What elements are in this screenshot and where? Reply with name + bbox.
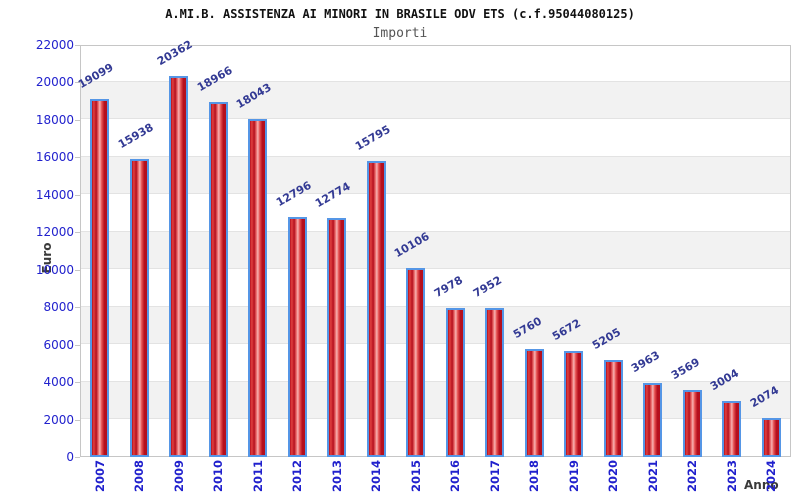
x-tick-label: 2021 (645, 459, 660, 492)
y-tick-label: 14000 (35, 187, 74, 202)
y-tick-label: 0 (66, 450, 74, 464)
x-tick-label: 2019 (566, 459, 581, 492)
gridline (81, 305, 790, 307)
y-tick-mark (75, 419, 80, 421)
plot-band (81, 156, 790, 194)
y-tick-label: 20000 (35, 75, 74, 90)
x-tick-label: 2020 (606, 459, 621, 492)
plot-band (81, 381, 790, 419)
bar (406, 268, 425, 457)
bar (169, 76, 188, 457)
y-tick-mark (75, 269, 80, 271)
plot-band (81, 81, 790, 119)
bar (288, 217, 307, 457)
y-tick-label: 8000 (43, 300, 74, 315)
x-tick-label: 2012 (290, 459, 305, 492)
gridline (81, 380, 790, 382)
bar (90, 99, 109, 457)
gridline (81, 193, 790, 195)
y-tick-mark (75, 232, 80, 234)
bar (604, 360, 623, 457)
y-tick-label: 6000 (43, 337, 74, 352)
x-tick-label: 2010 (211, 459, 226, 492)
gridline (81, 268, 790, 270)
bar (485, 308, 504, 457)
y-tick-label: 10000 (35, 262, 74, 277)
plot-area (80, 45, 791, 457)
bar (722, 401, 741, 457)
gridline (81, 155, 790, 157)
x-tick-label: 2024 (764, 459, 779, 492)
bar (643, 383, 662, 457)
bar (762, 418, 781, 457)
gridline (81, 230, 790, 232)
y-tick-mark (75, 194, 80, 196)
bar (327, 218, 346, 457)
bar (446, 308, 465, 457)
gridline (81, 418, 790, 420)
x-tick-label: 2022 (685, 459, 700, 492)
y-tick-mark (75, 119, 80, 121)
x-tick-label: 2014 (369, 459, 384, 492)
y-tick-mark (75, 82, 80, 84)
y-tick-mark (75, 344, 80, 346)
y-tick-mark (75, 382, 80, 384)
bar (209, 102, 228, 457)
bar (130, 159, 149, 457)
y-tick-label: 4000 (43, 375, 74, 390)
x-tick-label: 2015 (408, 459, 423, 492)
x-tick-label: 2023 (724, 459, 739, 492)
bar (525, 349, 544, 457)
x-tick-label: 2016 (448, 459, 463, 492)
chart-subtitle: Importi (372, 26, 428, 41)
plot-band (81, 231, 790, 269)
x-tick-label: 2011 (250, 459, 265, 492)
chart-title: A.MI.B. ASSISTENZA AI MINORI IN BRASILE … (165, 7, 635, 21)
y-tick-label: 22000 (35, 38, 74, 52)
x-tick-label: 2013 (329, 459, 344, 492)
bar (367, 161, 386, 457)
gridline (81, 343, 790, 345)
y-tick-mark (75, 457, 80, 458)
y-tick-mark (75, 157, 80, 159)
gridline (81, 80, 790, 82)
y-tick-label: 2000 (43, 412, 74, 427)
bar (248, 119, 267, 457)
x-tick-label: 2008 (132, 459, 147, 492)
gridline (81, 118, 790, 120)
y-tick-label: 16000 (35, 150, 74, 165)
x-tick-label: 2007 (92, 459, 107, 492)
y-tick-label: 12000 (35, 225, 74, 240)
x-axis-title: Anno (744, 478, 779, 492)
x-tick-label: 2018 (527, 459, 542, 492)
bar (564, 351, 583, 457)
y-tick-label: 18000 (35, 112, 74, 127)
bar (683, 390, 702, 457)
x-tick-label: 2017 (487, 459, 502, 492)
y-tick-mark (75, 45, 80, 46)
y-tick-mark (75, 307, 80, 309)
x-tick-label: 2009 (171, 459, 186, 492)
plot-band (81, 306, 790, 344)
